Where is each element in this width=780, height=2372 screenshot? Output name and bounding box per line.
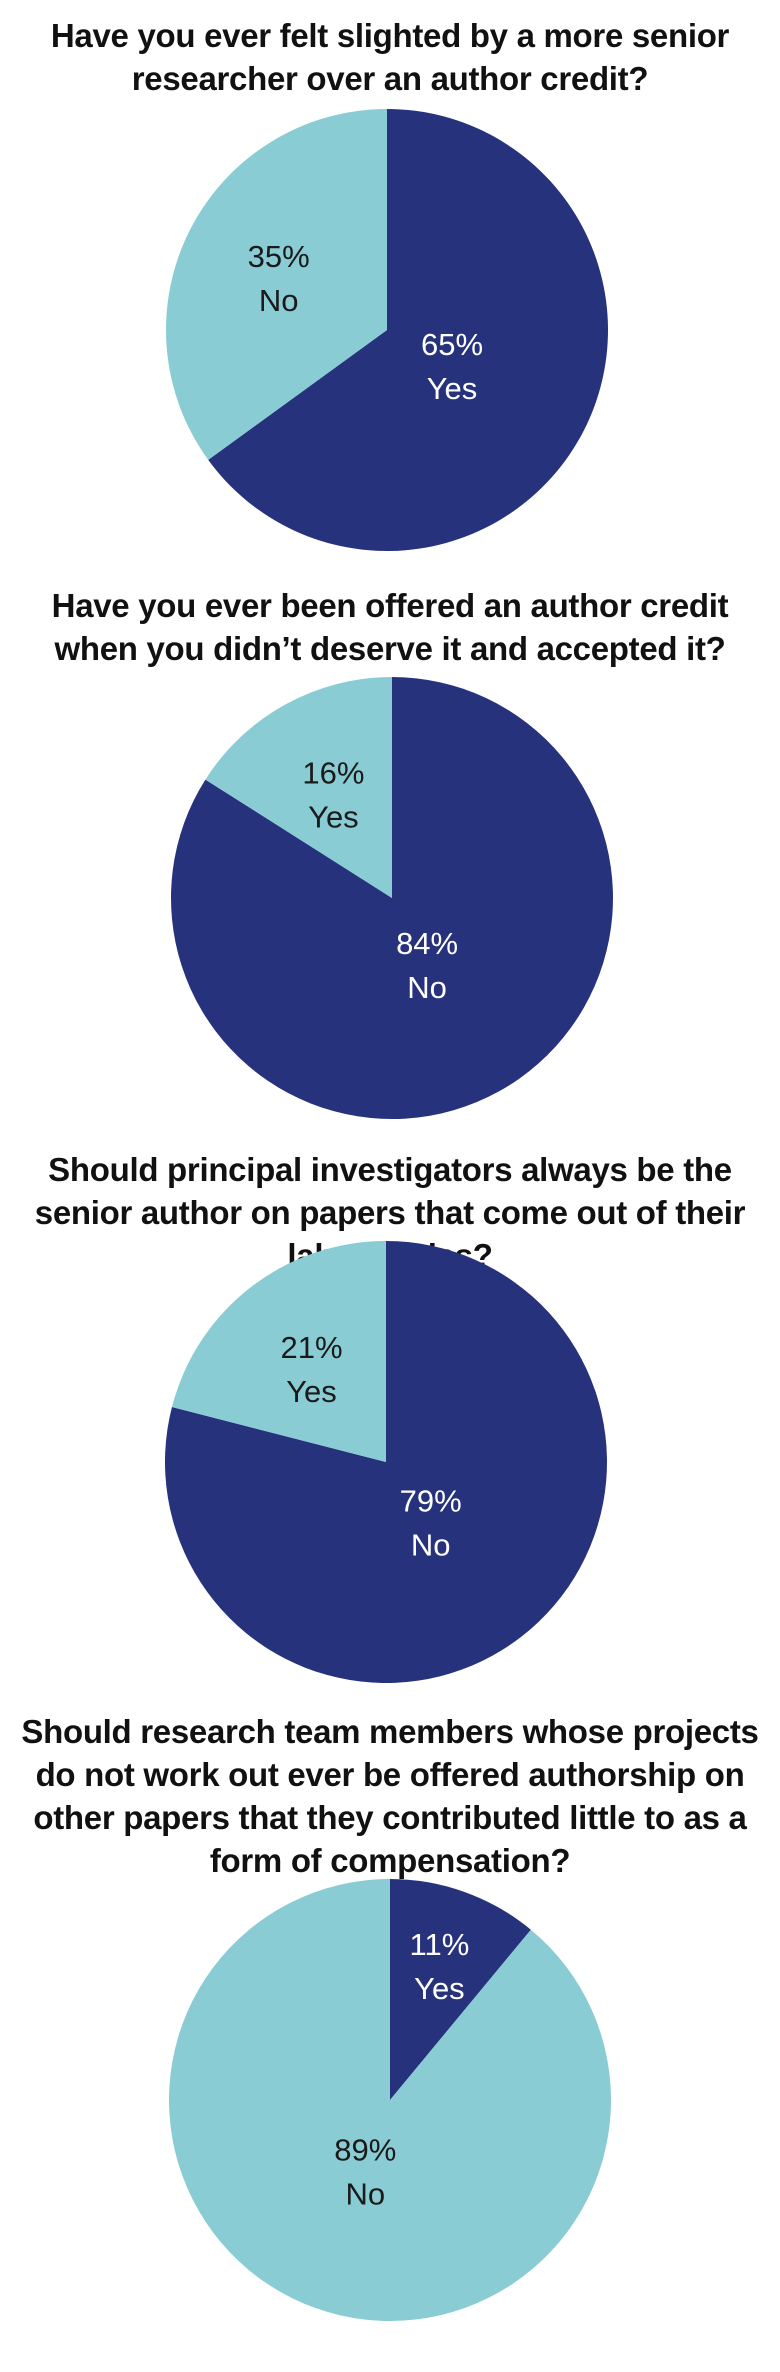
pie-chart-3: 79% No 21% Yes xyxy=(164,1241,607,1684)
pie-4-slice-no xyxy=(168,1879,611,2322)
question-2-title: Have you ever been offered an author cre… xyxy=(51,587,729,667)
pie-3-slice-no xyxy=(164,1241,607,1684)
pie-2-category-label-no: No xyxy=(407,970,447,1005)
pie-2-percent-label-no: 84% xyxy=(396,926,458,961)
question-1-title: Have you ever felt slighted by a more se… xyxy=(50,17,730,97)
pie-1-slice-no xyxy=(166,109,387,460)
pie-chart-2: 84% No 16% Yes xyxy=(170,677,613,1119)
pie-3-percent-label-no: 79% xyxy=(400,1484,462,1519)
pie-1-percent-label-yes: 65% xyxy=(421,327,483,362)
pie-1-category-label-no: No xyxy=(259,283,299,318)
pie-3-percent-label-yes: 21% xyxy=(280,1330,342,1365)
pie-3-slice-yes xyxy=(171,1241,386,1462)
pie-2-slice-no xyxy=(170,677,613,1119)
pie-4-slice-yes xyxy=(390,1879,531,2100)
pie-1-category-label-yes: Yes xyxy=(427,371,478,406)
question-3-title: Should principal investigators always be… xyxy=(34,1151,746,1274)
pie-1-percent-label-no: 35% xyxy=(248,239,310,274)
pie-4-category-label-no: No xyxy=(345,2177,385,2212)
pie-chart-1: 65% Yes 35% No xyxy=(166,109,609,551)
pie-4-percent-label-yes: 11% xyxy=(410,1927,470,1962)
pie-2-slice-yes xyxy=(205,677,392,898)
pie-4-category-label-yes: Yes xyxy=(414,1971,465,2006)
pie-1-slice-yes xyxy=(208,109,609,551)
pie-3-category-label-yes: Yes xyxy=(286,1374,337,1409)
question-4-title: Should research team members whose proje… xyxy=(21,1713,759,1879)
pie-2-percent-label-yes: 16% xyxy=(302,756,364,791)
pie-chart-4: 11% Yes 89% No xyxy=(168,1879,611,2322)
pie-2-category-label-yes: Yes xyxy=(308,800,359,835)
pie-3-category-label-no: No xyxy=(411,1528,451,1563)
pie-4-percent-label-no: 89% xyxy=(334,2133,396,2168)
